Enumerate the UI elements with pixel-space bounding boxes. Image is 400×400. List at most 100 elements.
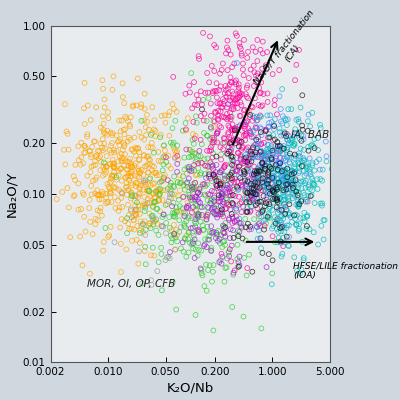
Point <box>245 162 252 168</box>
Point <box>239 235 246 242</box>
Point <box>229 103 236 110</box>
Point <box>274 145 280 151</box>
Point <box>110 162 116 168</box>
Point <box>216 87 222 93</box>
Point <box>289 195 296 202</box>
Point <box>195 165 201 172</box>
Point <box>150 200 156 206</box>
Point <box>285 178 291 184</box>
Point <box>135 181 141 187</box>
Point <box>111 147 117 153</box>
Point <box>128 174 134 180</box>
Point <box>224 44 230 51</box>
Point <box>276 67 282 73</box>
Point <box>278 174 284 180</box>
Point <box>203 216 210 222</box>
Point <box>195 153 202 159</box>
Point <box>269 257 276 264</box>
Point <box>174 179 181 185</box>
Point <box>143 163 150 169</box>
Point <box>278 213 284 219</box>
Point <box>254 143 260 149</box>
Point <box>133 180 139 186</box>
Point <box>237 162 243 168</box>
Point <box>103 191 110 197</box>
Point <box>285 242 291 249</box>
Point <box>198 270 205 276</box>
Point <box>254 191 261 198</box>
Point <box>105 234 112 240</box>
Point <box>92 221 98 228</box>
Point <box>234 242 241 248</box>
Point <box>217 108 224 114</box>
Point <box>252 191 258 197</box>
Point <box>224 173 230 180</box>
Point <box>251 172 257 178</box>
Point <box>226 124 233 130</box>
Point <box>250 113 256 119</box>
Point <box>253 117 260 124</box>
Point <box>241 132 247 139</box>
Point <box>212 0 219 6</box>
Point <box>229 170 235 176</box>
Point <box>198 184 204 190</box>
Point <box>207 175 214 182</box>
Point <box>265 152 272 159</box>
Point <box>210 172 217 178</box>
Point <box>197 153 204 160</box>
Point <box>269 175 276 181</box>
Point <box>291 170 297 176</box>
Point <box>239 224 245 231</box>
Point <box>228 139 234 146</box>
Point <box>245 198 252 204</box>
Point <box>228 116 234 122</box>
Point <box>221 172 228 178</box>
Point <box>214 208 220 214</box>
Point <box>130 102 136 109</box>
Point <box>160 212 167 218</box>
Point <box>223 195 230 201</box>
Point <box>152 194 158 201</box>
Point <box>290 178 296 184</box>
Point <box>241 156 247 162</box>
Point <box>246 156 252 163</box>
Point <box>296 221 302 227</box>
Point <box>281 174 288 180</box>
Point <box>113 174 120 180</box>
Point <box>168 195 174 201</box>
Point <box>234 256 240 262</box>
Point <box>230 91 237 98</box>
Point <box>229 121 236 128</box>
Point <box>266 176 273 183</box>
Point <box>187 240 193 246</box>
Point <box>291 164 297 170</box>
Point <box>260 50 266 57</box>
Point <box>298 196 304 202</box>
Point <box>290 188 297 194</box>
Point <box>204 236 211 242</box>
Point <box>318 223 324 229</box>
Point <box>244 265 250 271</box>
Point <box>136 191 142 198</box>
Point <box>222 176 228 182</box>
Point <box>213 44 219 51</box>
Point <box>309 141 315 148</box>
Point <box>174 161 180 167</box>
Point <box>184 170 190 176</box>
Point <box>315 147 321 153</box>
Point <box>250 134 257 140</box>
Point <box>232 176 238 182</box>
Point <box>151 150 157 156</box>
Point <box>216 178 222 185</box>
Point <box>255 174 262 180</box>
Point <box>111 172 117 179</box>
Point <box>258 155 265 162</box>
Point <box>128 189 134 196</box>
Point <box>228 258 234 265</box>
Point <box>110 160 117 166</box>
Point <box>230 127 236 134</box>
Point <box>156 172 162 178</box>
Point <box>222 233 228 240</box>
Point <box>61 146 67 153</box>
Point <box>175 193 181 199</box>
